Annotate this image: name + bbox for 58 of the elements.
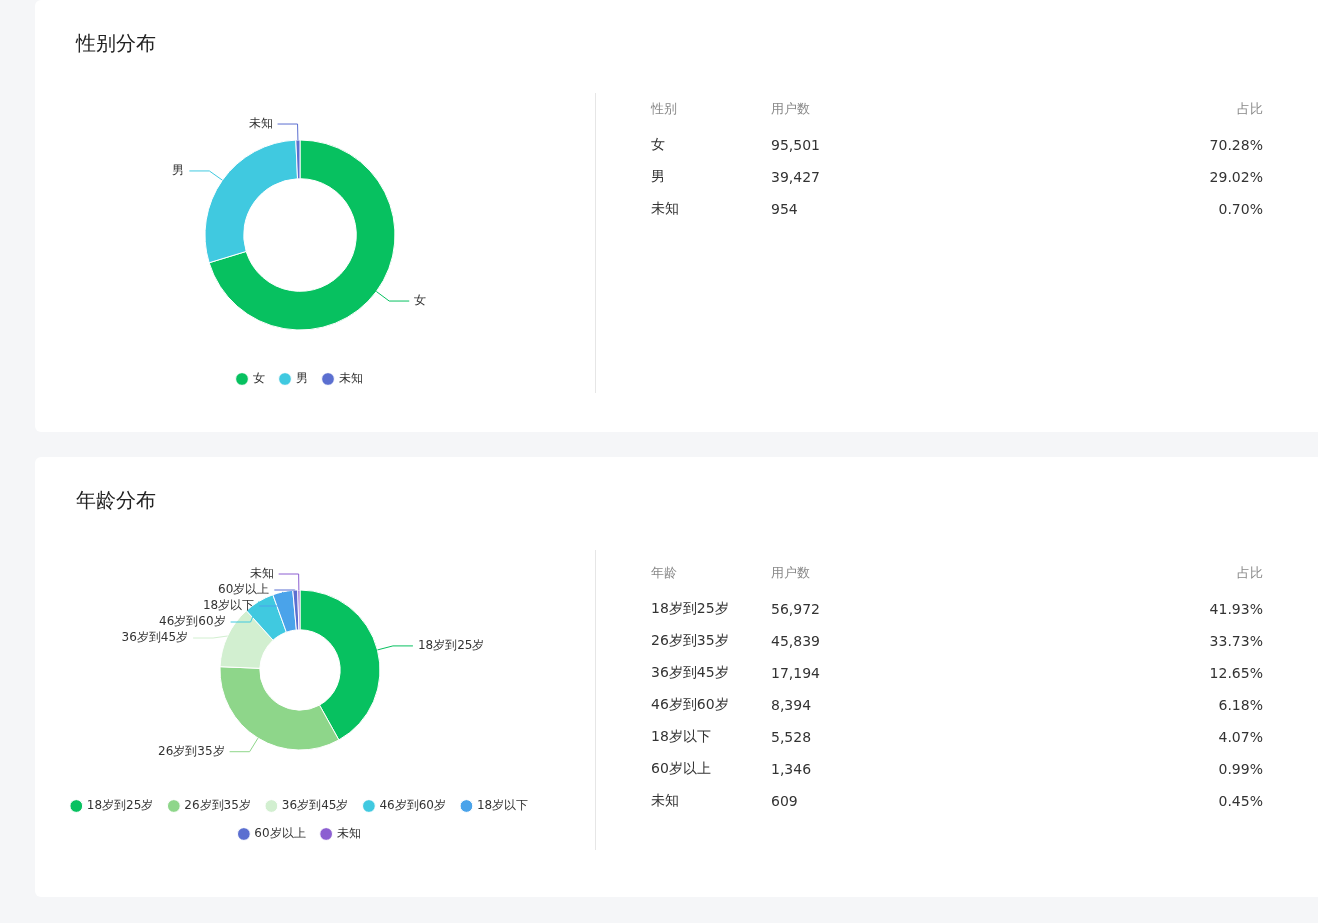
category-label: 26岁到35岁 [651,632,729,648]
text: 用户数 [771,564,811,582]
category-label: 36岁到45岁 [651,664,729,680]
text: 17,194 [771,664,821,683]
text: 45,839 [771,632,821,651]
text: 性别 [651,100,678,118]
text: 占比 [1236,100,1263,118]
text: 6.18% [1217,696,1263,715]
category-label: 60岁以上 [651,760,711,776]
slice-label: 男 [172,163,185,178]
chart-title: 年龄分布 [76,487,156,514]
text: 5,528 [771,728,813,747]
text: 56,972 [771,600,821,619]
slice-label: 36岁到45岁 [121,630,189,645]
category-label: 未知 [651,200,679,216]
text: 0.45% [1217,792,1263,811]
text: 0.99% [1217,760,1263,779]
text: 8,394 [771,696,813,715]
legend-label: 未知 [336,826,361,841]
text: 占比 [1236,564,1263,582]
text: 609 [771,792,799,811]
text: 954 [771,200,799,219]
text: 4.07% [1217,728,1263,747]
text: 29.02% [1208,168,1263,187]
slice-label: 女 [414,293,427,308]
text: 95,501 [771,136,821,155]
slice-label: 26岁到35岁 [158,743,225,758]
text: 41.93% [1208,600,1263,619]
text: 70.28% [1208,136,1263,155]
category-label: 女 [651,136,665,152]
legend-label: 未知 [338,371,363,386]
slice-label: 46岁到60岁 [159,614,226,629]
slice-label: 60岁以上 [218,582,270,597]
slice-label: 18岁到25岁 [417,638,485,653]
category-label: 18岁到25岁 [651,600,729,616]
slice-label: 未知 [249,566,274,581]
chart-title: 性别分布 [76,30,156,57]
legend-label: 60岁以上 [254,826,306,841]
text: 33.73% [1208,632,1263,651]
legend-label: 18岁以下 [476,798,529,813]
legend-label: 26岁到35岁 [184,798,251,813]
legend-label: 18岁到25岁 [86,798,154,813]
category-label: 18岁以下 [651,728,711,744]
text: 0.70% [1217,200,1263,219]
legend-label: 46岁到60岁 [379,798,446,813]
slice-label: 未知 [248,116,273,131]
category-label: 46岁到60岁 [651,696,729,712]
text: 12.65% [1208,664,1263,683]
category-label: 未知 [651,792,679,808]
category-label: 男 [651,168,665,184]
text: 年龄 [651,564,678,582]
text: 1,346 [771,760,813,779]
text: 39,427 [771,168,821,187]
category-label: 18岁以下 [202,598,255,613]
legend-label: 男 [295,371,308,386]
legend-label: 36岁到45岁 [281,798,349,813]
text: 用户数 [771,100,811,118]
legend-label: 女 [252,371,265,386]
